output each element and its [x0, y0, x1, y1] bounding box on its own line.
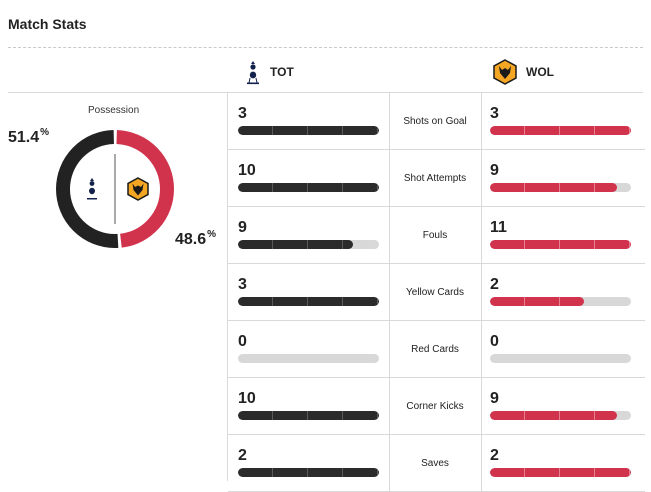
stat-label: Shot Attempts: [403, 172, 467, 184]
stat-away-value: 9: [490, 390, 499, 407]
stat-home-value: 3: [238, 276, 247, 293]
team-abbr-home: TOT: [270, 65, 294, 79]
stat-away-bar: [490, 411, 631, 420]
stat-away-bar: [490, 240, 631, 249]
panel-divider: [227, 93, 228, 481]
stat-home-bar-fill: [238, 468, 379, 477]
stat-home-value: 3: [238, 105, 247, 122]
tottenham-crest-icon: [87, 178, 97, 200]
tottenham-crest-icon: [247, 61, 259, 85]
stat-home-bar: [238, 354, 379, 363]
stat-home-value: 10: [238, 390, 256, 407]
stat-away-bar-fill: [490, 240, 631, 249]
column-divider: [389, 321, 390, 377]
team-abbr-away: WOL: [526, 65, 554, 79]
stat-home-value: 0: [238, 333, 247, 350]
stat-away-bar-fill: [490, 297, 585, 306]
stat-home-value: 10: [238, 162, 256, 179]
stat-away-bar: [490, 126, 631, 135]
possession-home-arc: [56, 130, 174, 248]
stat-home-bar: [238, 468, 379, 477]
wolves-crest-icon: [127, 177, 149, 201]
possession-away-arc: [56, 130, 174, 248]
stat-row-shot-attempts: 10 Shot Attempts 9: [228, 150, 645, 207]
stat-away-value: 9: [490, 162, 499, 179]
column-divider: [389, 150, 390, 206]
stat-row-yellow-cards: 3 Yellow Cards 2: [228, 264, 645, 321]
column-divider: [389, 378, 390, 434]
stat-away-bar-fill: [490, 468, 631, 477]
column-divider: [481, 321, 482, 377]
stat-home-bar-fill: [238, 126, 379, 135]
column-divider: [389, 207, 390, 263]
stat-label: Saves: [421, 457, 449, 469]
stat-away-value: 11: [490, 219, 507, 236]
stat-home-bar: [238, 126, 379, 135]
column-divider: [481, 93, 482, 149]
stat-home-value: 2: [238, 447, 247, 464]
stat-away-bar: [490, 183, 631, 192]
stat-away-value: 3: [490, 105, 499, 122]
team-header-away: WOL: [492, 58, 554, 86]
stat-away-bar: [490, 468, 631, 477]
stat-home-bar-fill: [238, 411, 379, 420]
stat-away-bar-fill: [490, 126, 631, 135]
stat-home-bar: [238, 297, 379, 306]
column-divider: [481, 378, 482, 434]
column-divider: [481, 150, 482, 206]
possession-label: Possession: [88, 105, 140, 116]
stat-away-value: 2: [490, 447, 499, 464]
stat-home-value: 9: [238, 219, 247, 236]
column-divider: [389, 93, 390, 149]
stat-home-bar-fill: [238, 240, 354, 249]
stat-row-fouls: 9 Fouls 11: [228, 207, 645, 264]
stat-home-bar-fill: [238, 183, 379, 192]
stat-row-corner-kicks: 10 Corner Kicks 9: [228, 378, 645, 435]
stat-label: Shots on Goal: [403, 115, 467, 127]
stat-home-bar: [238, 411, 379, 420]
stat-label: Corner Kicks: [406, 400, 464, 412]
stat-away-bar-fill: [490, 183, 617, 192]
header-divider: [8, 92, 643, 93]
column-divider: [481, 264, 482, 320]
page-title: Match Stats: [8, 16, 87, 32]
stat-away-bar: [490, 297, 631, 306]
stat-away-value: 2: [490, 276, 499, 293]
stat-label: Red Cards: [411, 343, 459, 355]
stat-away-bar: [490, 354, 631, 363]
stat-row-saves: 2 Saves 2: [228, 435, 645, 492]
stat-label: Yellow Cards: [406, 286, 464, 298]
column-divider: [389, 435, 390, 491]
stat-home-bar: [238, 240, 379, 249]
stat-row-shots-on-goal: 3 Shots on Goal 3: [228, 93, 645, 150]
column-divider: [481, 435, 482, 491]
stat-home-bar-fill: [238, 297, 379, 306]
stat-label: Fouls: [422, 229, 448, 241]
possession-away-value: 48.6%: [175, 229, 217, 248]
stat-row-red-cards: 0 Red Cards 0: [228, 321, 645, 378]
wolves-crest-icon: [493, 59, 517, 85]
column-divider: [389, 264, 390, 320]
title-divider: [8, 47, 643, 48]
team-header-home: TOT: [244, 58, 294, 86]
possession-home-value: 51.4%: [8, 127, 50, 146]
stats-table: 3 Shots on Goal 3 10 Shot Attempts 9 9 Fouls 11 3…: [228, 93, 645, 492]
stat-away-value: 0: [490, 333, 499, 350]
stat-home-bar: [238, 183, 379, 192]
column-divider: [481, 207, 482, 263]
stat-away-bar-fill: [490, 411, 617, 420]
possession-donut-chart: [56, 130, 174, 248]
